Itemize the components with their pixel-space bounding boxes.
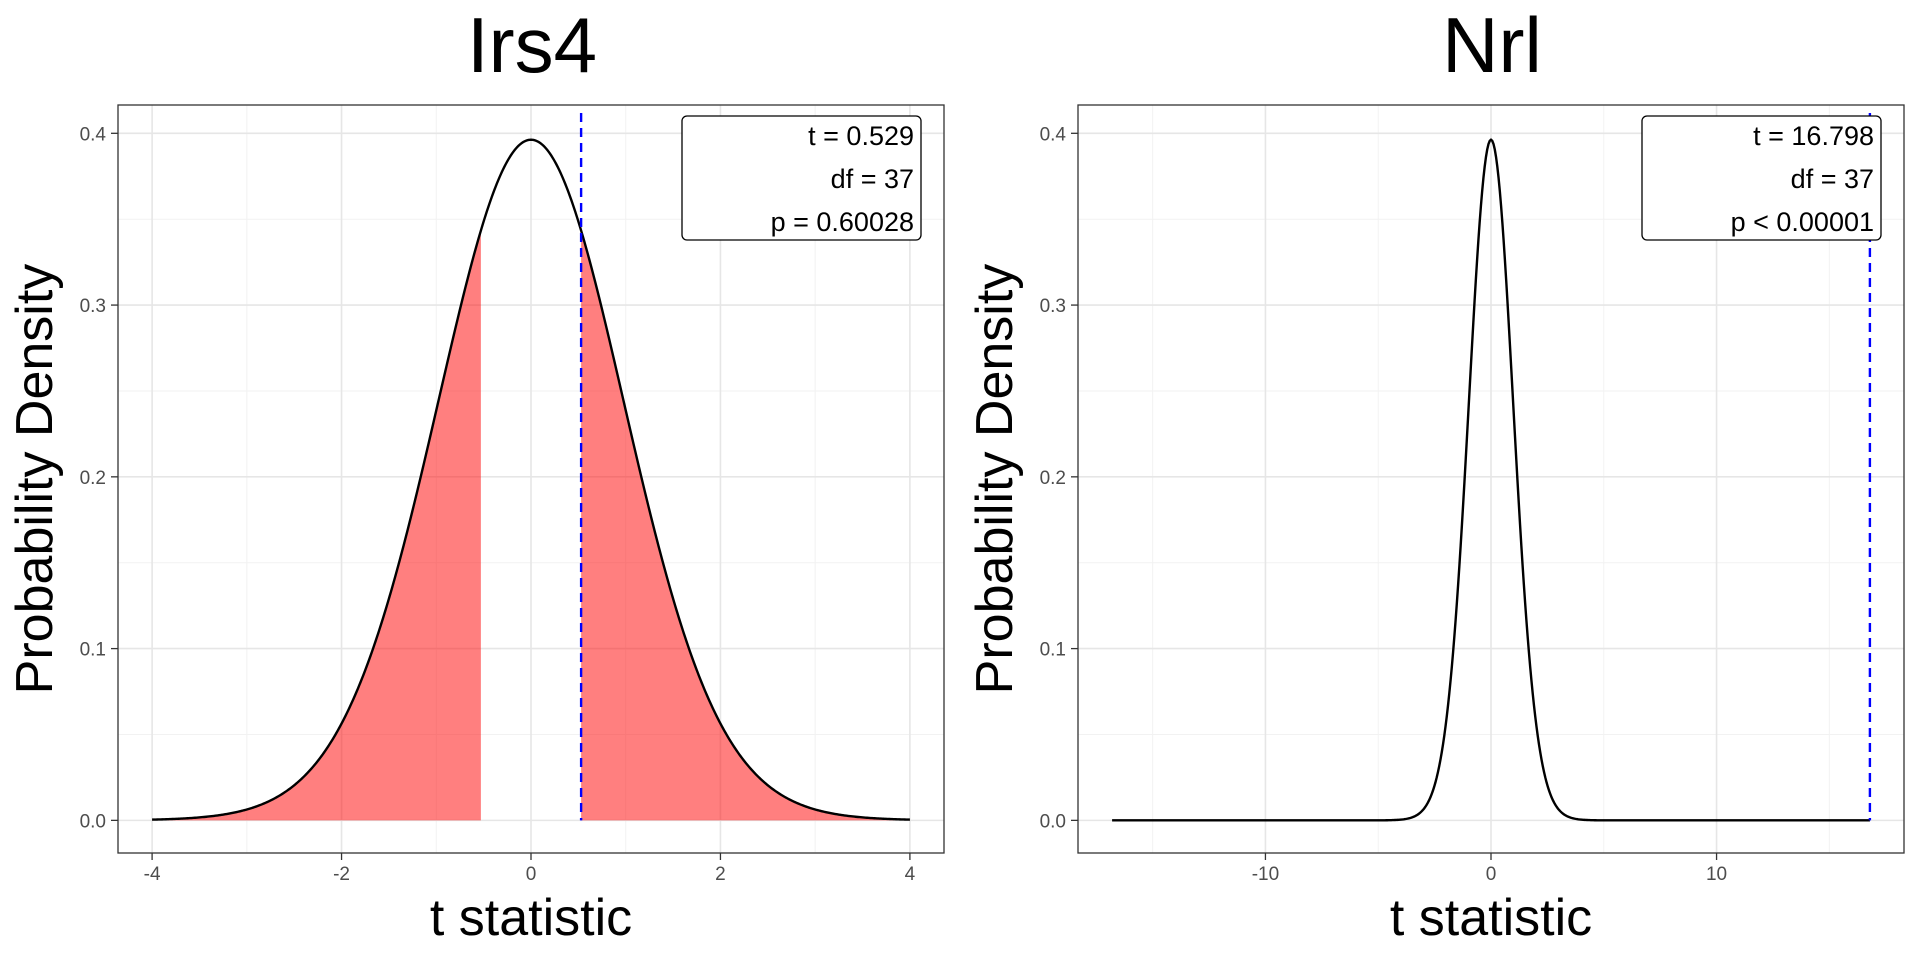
density-curve (1112, 138, 1870, 822)
x-tick-label: 0 (526, 864, 537, 885)
y-tick-label: 0.1 (1040, 640, 1066, 661)
legend-t-value: t = 0.529 (808, 121, 914, 151)
chart-title: Nrl (1442, 1, 1542, 89)
x-tick-label: -10 (1252, 864, 1279, 885)
y-tick-label: 0.0 (80, 811, 106, 832)
x-axis-title: t statistic (1390, 889, 1592, 947)
x-axis: -4 -2 0 2 4 (144, 853, 916, 885)
left-tail-shade (152, 230, 481, 821)
x-axis-title: t statistic (430, 889, 632, 947)
y-tick-label: 0.4 (1040, 124, 1067, 145)
legend-df-value: df = 37 (831, 164, 914, 194)
y-axis: 0.0 0.1 0.2 0.3 0.4 (1040, 124, 1078, 832)
legend-t-value: t = 16.798 (1753, 121, 1874, 151)
y-tick-label: 0.2 (1040, 468, 1066, 489)
grid (1078, 105, 1904, 853)
y-axis: 0.0 0.1 0.2 0.3 0.4 (80, 124, 118, 832)
density-curve (152, 138, 910, 821)
x-tick-label: -4 (144, 864, 161, 885)
chart-title: Irs4 (467, 1, 597, 89)
y-tick-label: 0.3 (1040, 296, 1066, 317)
legend-box (1641, 115, 1882, 241)
chart-panel-nrl: Nrl -10 0 10 0.0 0.1 0.2 0.3 0.4 t statistic P… (966, 1, 1905, 947)
y-tick-label: 0.4 (80, 124, 107, 145)
y-tick-label: 0.3 (80, 296, 106, 317)
chart-panel-irs4: Irs4 -4 -2 0 2 4 0.0 0.1 0.2 0.3 0.4 t statistic… (6, 1, 945, 947)
y-tick-label: 0.0 (1040, 811, 1066, 832)
x-tick-label: 4 (905, 864, 916, 885)
right-tail-shade (581, 230, 910, 821)
legend-p-value: p = 0.60028 (771, 207, 914, 237)
y-tick-label: 0.1 (80, 640, 106, 661)
x-tick-label: 0 (1486, 864, 1497, 885)
x-tick-label: 2 (715, 864, 726, 885)
y-axis-title: Probability Density (966, 264, 1024, 695)
legend-p-value: p < 0.00001 (1731, 207, 1874, 237)
stats-legend: t = 0.529 df = 37 p = 0.60028 (681, 115, 922, 241)
y-axis-title: Probability Density (6, 264, 64, 695)
y-tick-label: 0.2 (80, 468, 106, 489)
stats-legend: t = 16.798 df = 37 p < 0.00001 (1641, 115, 1882, 241)
x-tick-label: 10 (1706, 864, 1727, 885)
legend-box (681, 115, 922, 241)
legend-df-value: df = 37 (1791, 164, 1874, 194)
x-tick-label: -2 (333, 864, 350, 885)
x-axis: -10 0 10 (1252, 853, 1727, 885)
